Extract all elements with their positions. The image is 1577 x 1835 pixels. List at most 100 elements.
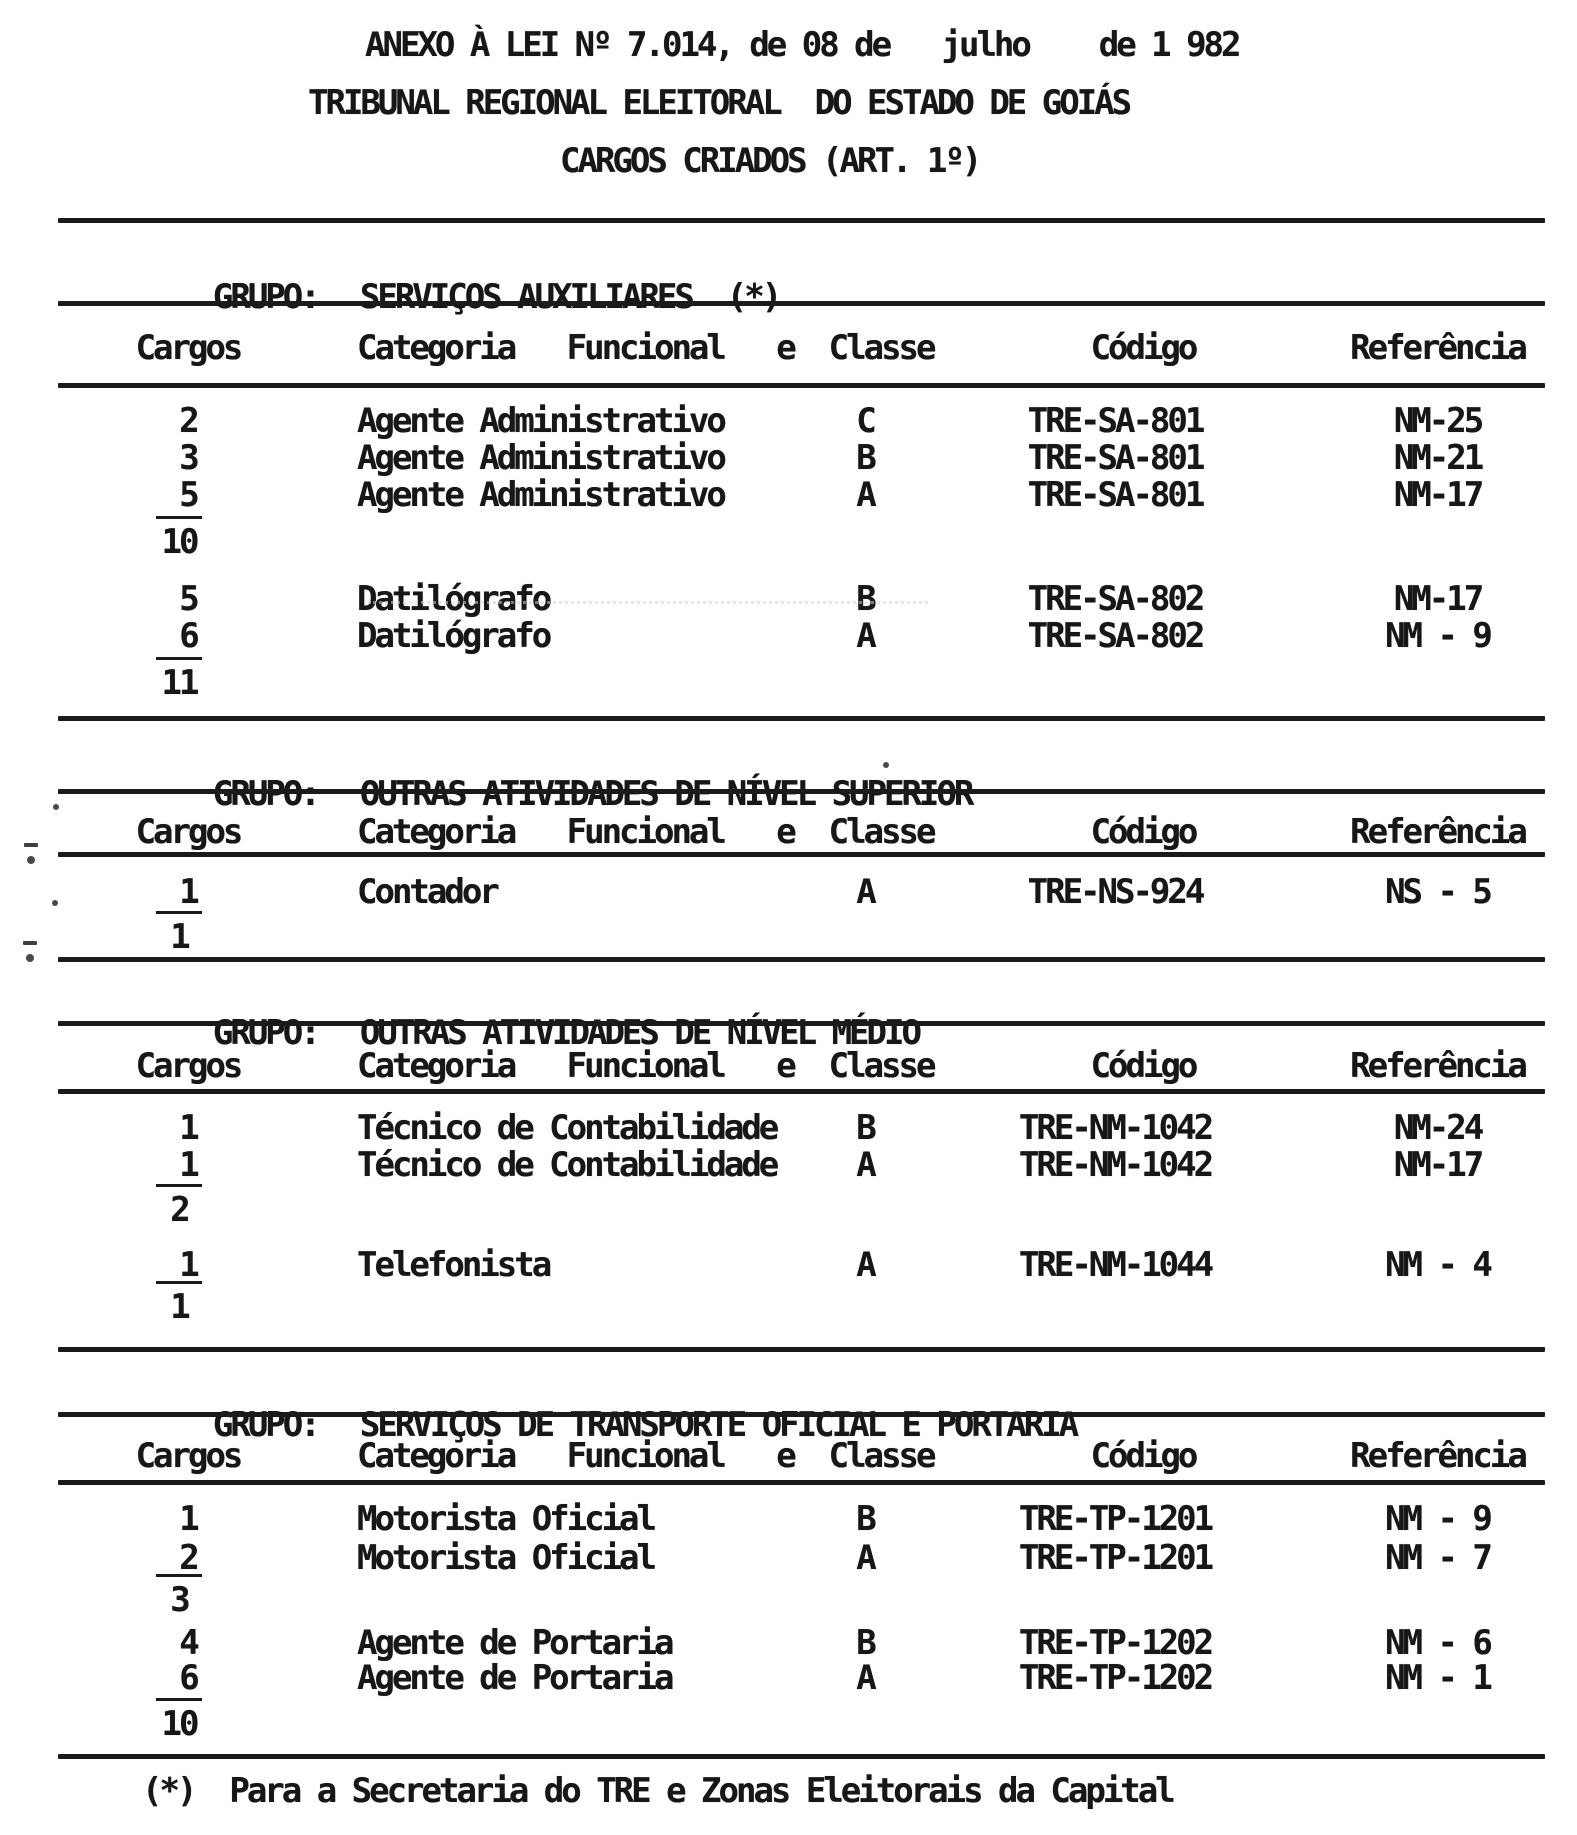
column-header-row: Cargos Categoria Funcional e Classe Códi… bbox=[58, 1048, 1545, 1084]
header-referencia: Referência bbox=[1350, 328, 1528, 368]
footnote: (*) Para a Secretaria do TRE e Zonas Ele… bbox=[142, 1771, 1176, 1811]
cargos-cell: 2 bbox=[179, 401, 199, 441]
categoria-cell: Agente Administrativo bbox=[357, 438, 727, 478]
divider bbox=[58, 1412, 1545, 1417]
subtotal: 1 bbox=[156, 911, 202, 955]
classe-cell: A bbox=[856, 872, 876, 912]
cargos-cell: 6 bbox=[179, 1658, 199, 1698]
classe-cell: B bbox=[856, 1499, 876, 1539]
codigo-cell: TRE-NM-1042 bbox=[1018, 1108, 1214, 1148]
classe-cell: A bbox=[856, 1538, 876, 1578]
header-referencia: Referência bbox=[1350, 1436, 1528, 1476]
table-row: 2 Motorista Oficial A TRE-TP-1201 NM - 7 bbox=[58, 1540, 1545, 1576]
divider bbox=[58, 716, 1545, 721]
classe-cell: B bbox=[856, 438, 876, 478]
categoria-cell: Agente Administrativo bbox=[357, 475, 727, 515]
table-row: 4 Agente de Portaria B TRE-TP-1202 NM - … bbox=[58, 1625, 1545, 1661]
divider bbox=[58, 301, 1545, 306]
codigo-cell: TRE-SA-801 bbox=[1027, 401, 1206, 441]
referencia-cell: NM-17 bbox=[1393, 579, 1484, 619]
header-codigo: Código bbox=[1090, 1046, 1199, 1086]
categoria-cell: Telefonista bbox=[357, 1245, 552, 1285]
header-cargos: Cargos bbox=[135, 1436, 244, 1476]
scan-speck bbox=[52, 900, 58, 906]
scan-speck bbox=[26, 954, 34, 962]
table-row: 6 Agente de Portaria A TRE-TP-1202 NM - … bbox=[58, 1660, 1545, 1696]
table-row: 1 Telefonista A TRE-NM-1044 NM - 4 bbox=[58, 1247, 1545, 1283]
cargos-cell: 2 bbox=[179, 1538, 199, 1578]
codigo-cell: TRE-TP-1202 bbox=[1018, 1623, 1214, 1663]
scan-speck bbox=[883, 762, 889, 768]
categoria-cell: Motorista Oficial bbox=[357, 1538, 657, 1578]
referencia-cell: NM - 9 bbox=[1385, 616, 1493, 656]
cargos-cell: 5 bbox=[179, 475, 199, 515]
scan-speck bbox=[27, 856, 35, 864]
column-header-row: Cargos Categoria Funcional e Classe Códi… bbox=[58, 330, 1545, 366]
group-label: GRUPO: bbox=[212, 277, 321, 317]
table-row: 1 Técnico de Contabilidade B TRE-NM-1042… bbox=[58, 1110, 1545, 1146]
categoria-cell: Datilógrafo bbox=[357, 579, 552, 619]
classe-cell: A bbox=[856, 1145, 876, 1185]
divider bbox=[58, 1347, 1545, 1352]
referencia-cell: NM-17 bbox=[1393, 1145, 1484, 1185]
subtotal: 10 bbox=[156, 516, 202, 560]
header-categoria-funcional-classe: Categoria Funcional e Classe bbox=[357, 328, 937, 368]
scan-speck bbox=[24, 843, 38, 847]
group-heading: GRUPO: OUTRAS ATIVIDADES DE NÍVEL SUPERIO… bbox=[143, 740, 974, 848]
classe-cell: A bbox=[856, 616, 876, 656]
header-categoria-funcional-classe: Categoria Funcional e Classe bbox=[357, 1046, 937, 1086]
classe-cell: B bbox=[856, 1623, 876, 1663]
codigo-cell: TRE-TP-1202 bbox=[1018, 1658, 1214, 1698]
table-row: 1 Técnico de Contabilidade A TRE-NM-1042… bbox=[58, 1147, 1545, 1183]
subtotal: 3 bbox=[156, 1574, 202, 1618]
cargos-cell: 5 bbox=[179, 579, 199, 619]
referencia-cell: NS - 5 bbox=[1385, 872, 1493, 912]
cargos-cell: 1 bbox=[179, 1108, 199, 1148]
classe-cell: C bbox=[856, 401, 876, 441]
document-title-line-1: ANEXO À LEI Nº 7.014, de 08 de julho de … bbox=[365, 25, 1241, 65]
header-categoria-funcional-classe: Categoria Funcional e Classe bbox=[357, 1436, 937, 1476]
group-label: GRUPO: bbox=[212, 774, 321, 814]
cargos-cell: 1 bbox=[179, 1245, 199, 1285]
header-referencia: Referência bbox=[1350, 1046, 1528, 1086]
categoria-cell: Agente de Portaria bbox=[357, 1658, 674, 1698]
header-referencia: Referência bbox=[1350, 812, 1528, 852]
subtotal: 11 bbox=[156, 657, 202, 701]
subtotal: 2 bbox=[156, 1184, 202, 1228]
referencia-cell: NM - 9 bbox=[1385, 1499, 1493, 1539]
codigo-cell: TRE-NM-1042 bbox=[1018, 1145, 1214, 1185]
table-row: 5 Agente Administrativo A TRE-SA-801 NM-… bbox=[58, 477, 1545, 513]
divider bbox=[58, 1754, 1545, 1759]
header-codigo: Código bbox=[1090, 1436, 1199, 1476]
codigo-cell: TRE-SA-801 bbox=[1027, 438, 1206, 478]
referencia-cell: NM-21 bbox=[1393, 438, 1484, 478]
divider bbox=[58, 1480, 1545, 1485]
categoria-cell: Datilógrafo bbox=[357, 616, 552, 656]
cargos-cell: 3 bbox=[179, 438, 199, 478]
divider bbox=[58, 1089, 1545, 1094]
codigo-cell: TRE-NS-924 bbox=[1027, 872, 1206, 912]
header-cargos: Cargos bbox=[135, 328, 244, 368]
cargos-cell: 4 bbox=[179, 1623, 199, 1663]
classe-cell: B bbox=[856, 579, 876, 619]
divider bbox=[58, 383, 1545, 388]
cargos-cell: 1 bbox=[179, 1499, 199, 1539]
codigo-cell: TRE-SA-802 bbox=[1027, 579, 1206, 619]
document-title-line-2: TRIBUNAL REGIONAL ELEITORAL DO ESTADO DE… bbox=[308, 83, 1132, 123]
divider bbox=[58, 218, 1545, 223]
header-cargos: Cargos bbox=[135, 812, 244, 852]
subtotal: 10 bbox=[156, 1698, 202, 1742]
codigo-cell: TRE-SA-801 bbox=[1027, 475, 1206, 515]
referencia-cell: NM - 4 bbox=[1385, 1245, 1493, 1285]
group-heading: GRUPO: SERVIÇOS AUXILIARES (*) bbox=[143, 243, 782, 351]
referencia-cell: NM - 1 bbox=[1385, 1658, 1493, 1698]
codigo-cell: TRE-TP-1201 bbox=[1018, 1538, 1214, 1578]
scan-speck bbox=[53, 804, 59, 810]
table-row: 1 Motorista Oficial B TRE-TP-1201 NM - 9 bbox=[58, 1501, 1545, 1537]
categoria-cell: Técnico de Contabilidade bbox=[357, 1145, 779, 1185]
referencia-cell: NM-17 bbox=[1393, 475, 1484, 515]
table-row: 5 Datilógrafo B TRE-SA-802 NM-17 bbox=[58, 581, 1545, 617]
codigo-cell: TRE-SA-802 bbox=[1027, 616, 1206, 656]
classe-cell: B bbox=[856, 1108, 876, 1148]
header-categoria-funcional-classe: Categoria Funcional e Classe bbox=[357, 812, 937, 852]
